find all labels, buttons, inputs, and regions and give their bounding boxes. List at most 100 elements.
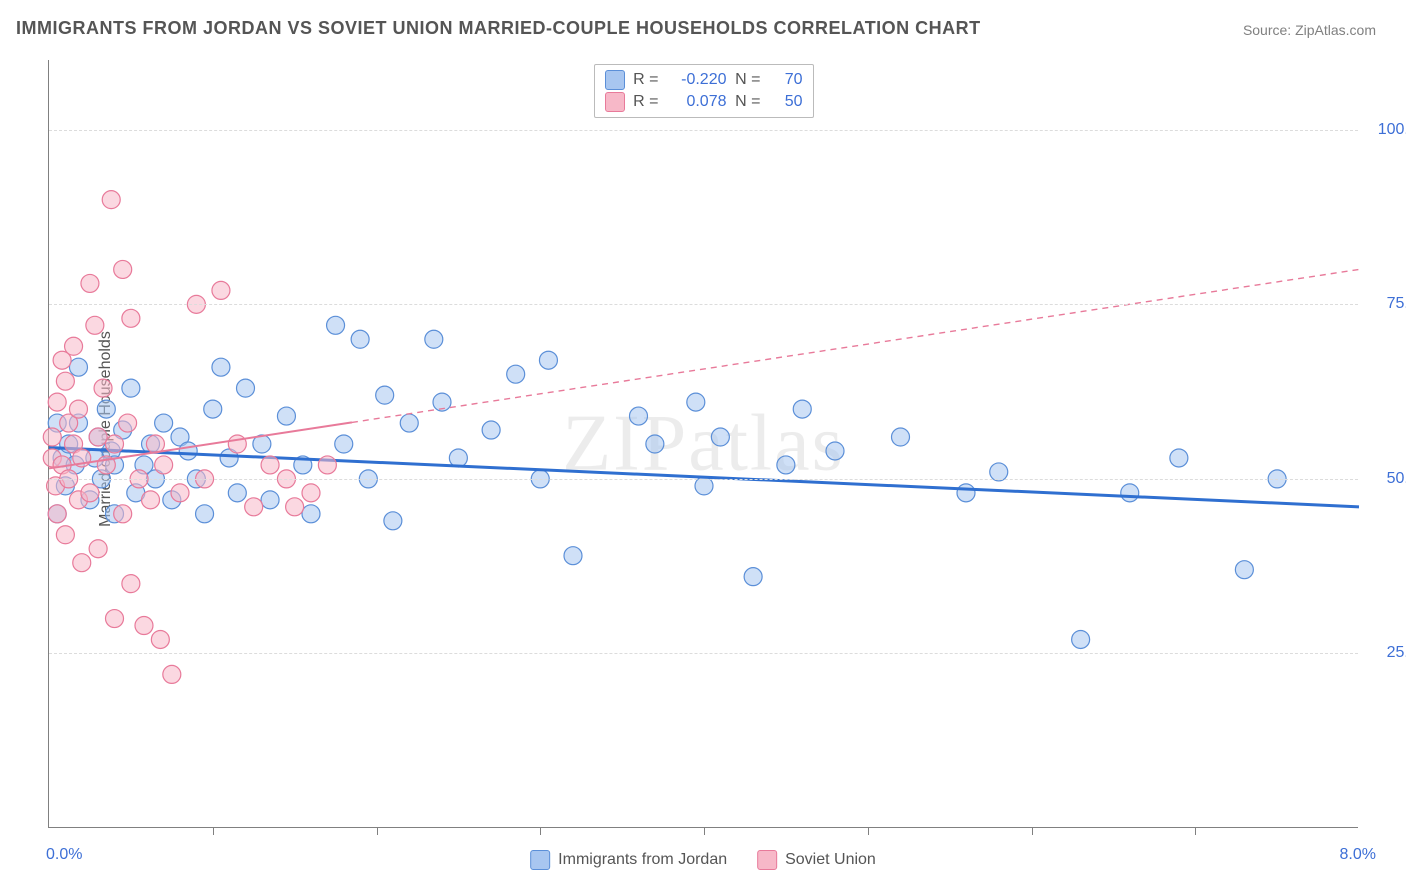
scatter-point	[286, 498, 304, 516]
scatter-point	[228, 435, 246, 453]
scatter-point	[171, 484, 189, 502]
scatter-point	[212, 281, 230, 299]
scatter-point	[122, 379, 140, 397]
scatter-point	[212, 358, 230, 376]
scatter-point	[114, 505, 132, 523]
scatter-point	[630, 407, 648, 425]
chart-svg	[49, 60, 1358, 827]
stat-R-label: R =	[633, 91, 659, 113]
scatter-point	[106, 435, 124, 453]
x-tick	[704, 827, 705, 835]
scatter-point	[204, 400, 222, 418]
stat-N-label: N =	[735, 69, 761, 91]
scatter-point	[1121, 484, 1139, 502]
stats-row: R =0.078N =50	[605, 91, 803, 113]
gridline	[49, 130, 1358, 131]
stat-R-value: -0.220	[667, 69, 727, 91]
scatter-point	[376, 386, 394, 404]
stats-legend-box: R =-0.220N =70R =0.078N =50	[594, 64, 814, 118]
scatter-point	[261, 456, 279, 474]
scatter-point	[114, 260, 132, 278]
scatter-point	[327, 316, 345, 334]
scatter-point	[1235, 561, 1253, 579]
scatter-point	[711, 428, 729, 446]
scatter-point	[507, 365, 525, 383]
stat-N-label: N =	[735, 91, 761, 113]
x-tick	[1032, 827, 1033, 835]
x-axis-max-label: 8.0%	[1340, 846, 1376, 864]
scatter-point	[237, 379, 255, 397]
scatter-point	[826, 442, 844, 460]
scatter-point	[65, 337, 83, 355]
scatter-point	[261, 491, 279, 509]
scatter-point	[228, 484, 246, 502]
scatter-point	[97, 400, 115, 418]
x-tick	[1195, 827, 1196, 835]
stats-row: R =-0.220N =70	[605, 69, 803, 91]
scatter-point	[48, 393, 66, 411]
scatter-point	[163, 665, 181, 683]
scatter-point	[957, 484, 975, 502]
scatter-point	[135, 617, 153, 635]
legend-item: Immigrants from Jordan	[530, 850, 727, 870]
scatter-point	[196, 505, 214, 523]
gridline	[49, 304, 1358, 305]
stat-R-value: 0.078	[667, 91, 727, 113]
scatter-point	[155, 456, 173, 474]
y-tick-label: 100.0%	[1368, 121, 1406, 139]
scatter-point	[335, 435, 353, 453]
trend-line	[49, 447, 1359, 506]
legend-swatch	[530, 850, 550, 870]
scatter-point	[400, 414, 418, 432]
scatter-point	[142, 491, 160, 509]
scatter-point	[351, 330, 369, 348]
scatter-point	[89, 540, 107, 558]
scatter-point	[793, 400, 811, 418]
scatter-point	[1072, 630, 1090, 648]
y-tick-label: 50.0%	[1368, 470, 1406, 488]
y-tick-label: 75.0%	[1368, 295, 1406, 313]
scatter-point	[86, 316, 104, 334]
scatter-point	[744, 568, 762, 586]
scatter-point	[81, 274, 99, 292]
chart-title: IMMIGRANTS FROM JORDAN VS SOVIET UNION M…	[16, 18, 981, 39]
scatter-point	[102, 191, 120, 209]
scatter-point	[425, 330, 443, 348]
scatter-point	[106, 610, 124, 628]
scatter-point	[122, 309, 140, 327]
x-axis-min-label: 0.0%	[46, 846, 82, 864]
scatter-point	[302, 484, 320, 502]
scatter-point	[564, 547, 582, 565]
y-tick-label: 25.0%	[1368, 644, 1406, 662]
scatter-point	[646, 435, 664, 453]
scatter-point	[69, 400, 87, 418]
legend-label: Soviet Union	[785, 851, 876, 869]
scatter-point	[56, 372, 74, 390]
gridline	[49, 479, 1358, 480]
scatter-point	[384, 512, 402, 530]
scatter-point	[539, 351, 557, 369]
scatter-point	[89, 428, 107, 446]
stat-N-value: 70	[769, 69, 803, 91]
scatter-point	[146, 435, 164, 453]
scatter-point	[119, 414, 137, 432]
plot-area: ZIPatlas R =-0.220N =70R =0.078N =50 25.…	[48, 60, 1358, 828]
gridline	[49, 653, 1358, 654]
scatter-point	[1170, 449, 1188, 467]
scatter-point	[318, 456, 336, 474]
x-tick	[213, 827, 214, 835]
series-swatch	[605, 92, 625, 112]
chart-container: IMMIGRANTS FROM JORDAN VS SOVIET UNION M…	[0, 0, 1406, 892]
scatter-point	[73, 554, 91, 572]
x-tick	[868, 827, 869, 835]
scatter-point	[777, 456, 795, 474]
legend-label: Immigrants from Jordan	[558, 851, 727, 869]
scatter-point	[892, 428, 910, 446]
series-swatch	[605, 70, 625, 90]
scatter-point	[179, 442, 197, 460]
scatter-point	[277, 407, 295, 425]
scatter-point	[122, 575, 140, 593]
x-tick	[540, 827, 541, 835]
source-label: Source: ZipAtlas.com	[1243, 22, 1376, 38]
trend-line-dashed	[352, 269, 1359, 422]
